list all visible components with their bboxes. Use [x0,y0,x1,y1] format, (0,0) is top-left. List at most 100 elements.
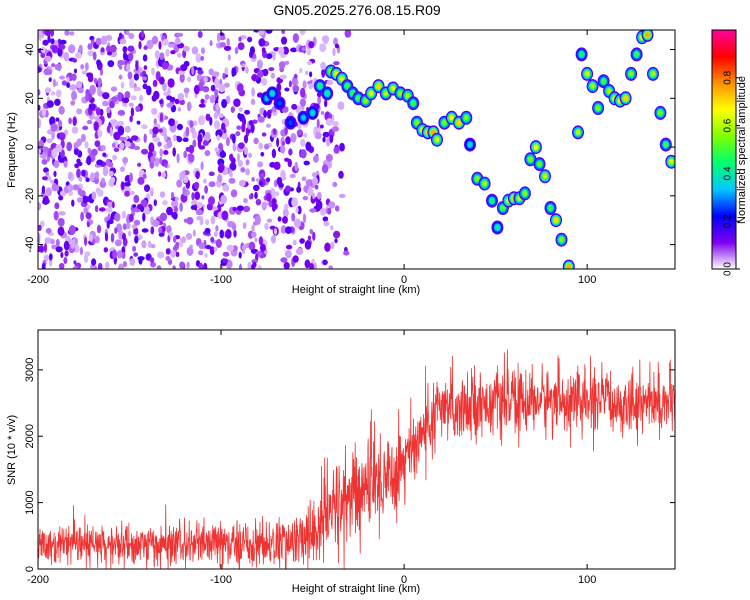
spectrogram-noise-blob [248,194,253,200]
spectrogram-noise-blob [263,110,267,119]
spectrogram-noise-blob [168,118,176,127]
spectrogram-noise-blob [197,70,204,75]
spectrogram-noise-blob [46,138,53,144]
spectrogram-noise-blob [66,76,70,84]
spectrogram-noise-blob [322,259,328,266]
spectrogram-noise-blob [74,163,80,169]
snr-x-tick-label: 0 [401,574,407,586]
snr-trace-line [38,349,675,569]
spectrogram-signal-blob [634,51,639,58]
spectrogram-noise-blob [66,141,73,152]
spectrogram-noise-blob [248,120,254,126]
spectrogram-noise-blob [260,151,265,157]
spectrogram-noise-blob [86,204,91,209]
spectrogram-noise-blob [43,242,48,253]
spectrogram-noise-blob [265,123,271,128]
spectrogram-noise-blob [68,191,74,196]
spectrogram-noise-blob [234,47,239,55]
spectrogram-noise-blob [93,121,99,132]
spectrogram-noise-blob [92,51,97,61]
spectrogram-noise-blob [161,171,167,178]
spectrogram-noise-blob [153,90,160,100]
spectrogram-noise-blob [224,82,230,88]
spectrogram-noise-blob [309,71,313,78]
spectrogram-noise-blob [299,238,305,244]
spectrogram-noise-blob [307,187,314,196]
spectrogram-noise-blob [204,227,211,234]
spectrogram-noise-blob [133,68,141,74]
spectrogram-noise-blob [152,126,159,135]
spectrogram-noise-blob [296,129,303,136]
spectrogram-noise-blob [229,153,234,162]
spectrogram-noise-blob [170,50,176,55]
spectrogram-signal-track [260,30,675,269]
spectrogram-noise-blob [209,117,213,126]
spectrogram-noise-blob [209,94,216,104]
spectrogram-noise-blob [300,87,306,98]
spectrogram-noise-blob [119,136,127,142]
colorbar-tick-label: 0.2 [723,214,734,228]
spectrogram-noise-blob [182,186,186,194]
spectrogram-noise-blob [42,146,49,152]
spectrogram-signal-blob [533,144,539,150]
spectrogram-y-tick-label: -20 [24,188,36,204]
spectrogram-noise-blob [165,248,171,255]
snr-x-tick-label: -100 [210,574,232,586]
spectrogram-noise-blob [185,232,193,240]
spectrogram-noise-blob [142,83,148,90]
spectrogram-noise-blob [322,216,329,222]
spectrogram-noise-blob [163,150,169,155]
spectrogram-noise-blob [67,184,74,192]
spectrogram-signal-blob [623,95,628,101]
spectrogram-noise-blob [261,77,268,86]
spectrogram-noise-blob [300,138,306,147]
spectrogram-noise-blob [41,262,46,269]
spectrogram-noise-blob [276,83,282,92]
spectrogram-noise-blob [169,96,176,102]
spectrogram-noise-blob [317,95,321,105]
spectrogram-noise-blob [38,224,42,231]
spectrogram-noise-blob [50,38,55,45]
spectrogram-noise-blob [136,120,141,125]
spectrogram-noise-blob [83,254,89,264]
spectrogram-noise-blob [50,123,58,132]
spectrogram-noise-blob [159,99,164,105]
spectrogram-noise-blob [334,205,340,212]
spectrogram-noise-blob [175,251,180,258]
spectrogram-noise-blob [130,95,137,101]
spectrogram-noise-blob [331,126,339,132]
spectrogram-noise-blob [139,94,144,102]
spectrogram-noise-blob [189,244,193,249]
spectrogram-noise-blob [241,244,247,251]
spectrogram-noise-blob [295,248,304,255]
spectrogram-noise-blob [202,140,209,147]
spectrogram-noise-blob [258,236,264,246]
spectrogram-noise-blob [157,141,162,147]
spectrogram-noise-blob [188,153,195,163]
colorbar-bar [711,29,737,270]
spectrogram-noise-blob [66,82,71,88]
spectrogram-noise-blob [150,226,155,235]
spectrogram-noise-blob [191,199,198,206]
spectrogram-noise-blob [230,189,238,198]
spectrogram-noise-blob [147,240,152,249]
spectrogram-noise-blob [194,191,201,200]
spectrogram-noise-blob [58,195,64,201]
spectrogram-noise-blob [125,222,131,230]
spectrogram-noise-blob [111,142,116,148]
spectrogram-noise-blob [238,36,242,42]
spectrogram-noise-blob [128,32,135,40]
spectrogram-noise-blob [150,261,156,268]
spectrogram-noise-blob [327,207,332,215]
spectrogram-noise-blob [38,235,41,245]
spectrogram-noise-blob [265,30,273,34]
spectrogram-noise-blob [182,175,189,184]
spectrogram-noise-blob [282,208,289,218]
spectrogram-noise-blob [332,48,336,56]
spectrogram-noise-blob [86,119,93,125]
spectrogram-noise-blob [260,243,266,252]
spectrogram-noise-blob [64,250,69,257]
spectrogram-noise-blob [249,50,253,59]
spectrogram-noise-blob [323,220,330,227]
spectrogram-signal-blob [482,181,487,187]
